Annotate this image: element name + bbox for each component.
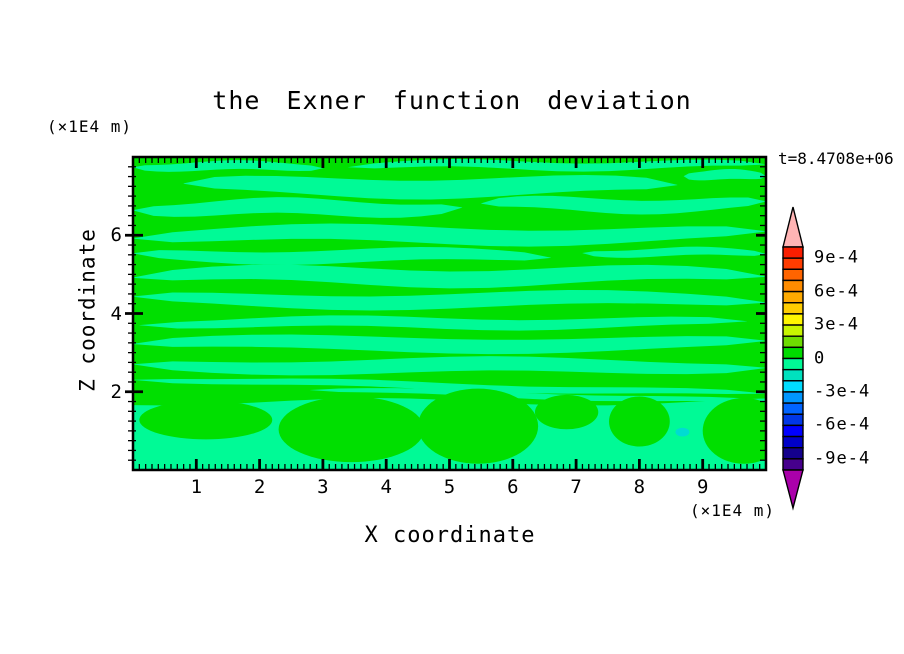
colorbar-segment	[782, 268, 804, 282]
colorbar-level-label: 6e-4	[814, 281, 859, 302]
negative-contour-band	[310, 388, 766, 402]
positive-contour-blob	[609, 396, 670, 447]
colorbar-segment	[782, 335, 804, 349]
colorbar-segment	[782, 324, 804, 337]
negative-contour-band	[133, 334, 766, 355]
colorbar-segment	[782, 257, 804, 270]
z-axis-unit-label: (×1E4 m)	[47, 117, 133, 136]
colorbar-level-label: 9e-4	[814, 247, 859, 268]
negative-contour-band	[683, 168, 766, 181]
x-tick-label: 8	[633, 476, 646, 498]
negative-contour-band	[183, 175, 678, 200]
colorbar-segment	[782, 458, 804, 471]
x-tick-label: 2	[253, 476, 266, 498]
x-tick-label: 9	[696, 476, 709, 498]
x-tick-label: 6	[507, 476, 519, 498]
colorbar-segment	[782, 290, 804, 304]
negative-contour-band	[133, 197, 463, 218]
positive-contour-blob	[278, 396, 425, 463]
time-annotation: t=8.4708e+06	[778, 149, 894, 168]
colorbar-segment	[782, 279, 804, 293]
x-tick-label: 3	[317, 476, 329, 498]
negative-contour-band	[481, 195, 766, 215]
colorbar-segment	[782, 424, 804, 438]
chart-title: the Exner function deviation	[212, 86, 692, 115]
negative-pocket-speck	[675, 427, 690, 437]
colorbar-segment	[782, 402, 804, 415]
colorbar-segment	[782, 357, 804, 371]
colorbar-level-label: -3e-4	[814, 381, 871, 402]
negative-contour-band	[139, 315, 748, 331]
negative-contour-band	[133, 356, 766, 376]
negative-contour-band	[133, 160, 323, 172]
contour-field	[133, 157, 766, 470]
colorbar-under-arrow	[782, 469, 804, 511]
colorbar-over-arrow	[782, 206, 804, 248]
colorbar-segment	[782, 413, 804, 427]
positive-contour-blob	[702, 398, 766, 464]
colorbar-segment	[782, 368, 804, 382]
x-axis-unit-label: (×1E4 m)	[689, 501, 775, 520]
x-axis-title: X coordinate	[364, 523, 536, 548]
z-tick-label: 4	[110, 302, 122, 325]
negative-contour-band	[348, 158, 766, 172]
x-tick-label: 7	[570, 476, 582, 498]
colorbar-segment	[782, 313, 804, 326]
positive-contour-blob	[139, 400, 273, 440]
colorbar-segment	[782, 246, 804, 259]
colorbar-segment	[782, 447, 804, 460]
negative-contour-band	[133, 264, 766, 289]
colorbar-segment	[782, 391, 804, 404]
negative-contour-band	[133, 378, 766, 395]
z-tick-label: 2	[110, 380, 122, 403]
negative-contour-band	[133, 246, 551, 266]
colorbar-level-label: 3e-4	[814, 314, 859, 335]
x-tick-label: 1	[190, 476, 203, 498]
colorbar-level-label: -6e-4	[814, 414, 871, 435]
colorbar-level-label: -9e-4	[814, 448, 871, 469]
negative-contour-band	[582, 246, 766, 258]
positive-contour-blob	[534, 394, 599, 430]
colorbar-segment	[782, 302, 804, 315]
x-tick-label: 4	[380, 476, 392, 498]
z-tick-label: 6	[110, 224, 122, 247]
colorbar-level-label: 0	[814, 348, 826, 368]
colorbar-segment	[782, 346, 804, 360]
negative-contour-band	[133, 289, 766, 311]
positive-contour-blob	[417, 388, 539, 464]
x-tick-label: 5	[443, 476, 456, 498]
colorbar-segment	[782, 435, 804, 449]
colorbar-segment	[782, 380, 804, 393]
negative-contour-band	[133, 223, 766, 247]
